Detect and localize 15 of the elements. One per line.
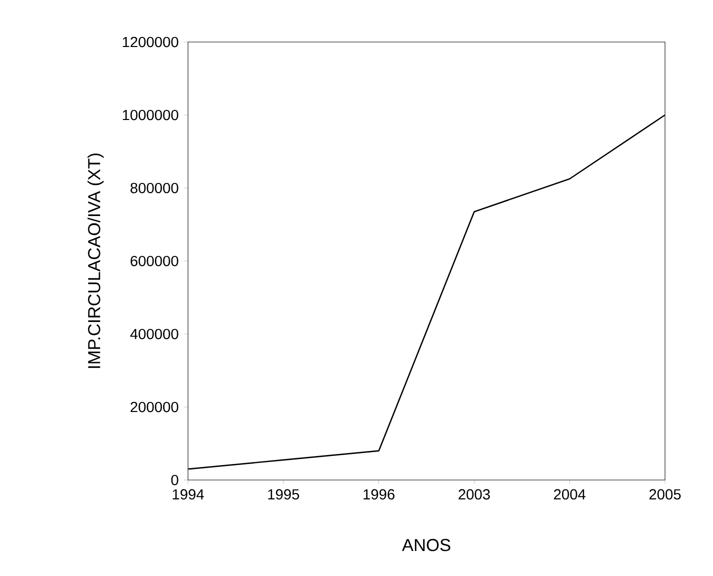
x-tick-label: 2005 (649, 489, 681, 500)
y-tick-label: 200000 (130, 402, 178, 412)
y-tick-label: 1200000 (122, 36, 178, 48)
x-tick-label: 1994 (172, 489, 204, 500)
y-tick-label: 1000000 (122, 110, 178, 120)
x-tick-label: 1996 (364, 489, 394, 500)
y-tick-label: 400000 (130, 328, 178, 340)
x-tick-label: 2004 (554, 489, 586, 500)
x-tick-label: 2003 (458, 489, 490, 500)
y-tick-label: 0 (171, 474, 178, 486)
x-axis-title: ANOS (402, 538, 450, 552)
y-tick-label: 600000 (130, 256, 178, 266)
y-tick-label: 800000 (130, 182, 178, 194)
x-tick-label: 1995 (268, 489, 300, 500)
y-axis-title: IMP.CIRCULACAO/IVA (XT) (88, 154, 104, 368)
